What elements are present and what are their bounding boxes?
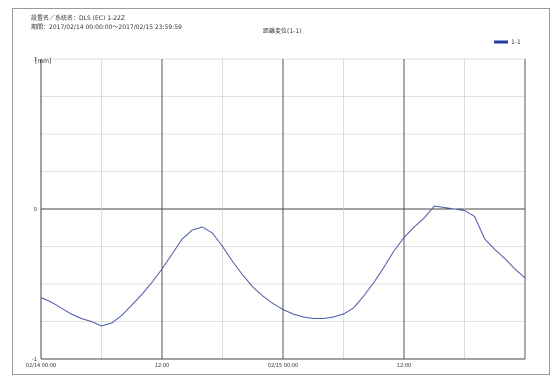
y-tick-label: 1 <box>34 57 37 63</box>
chart-panel: 設置名／系統名：DLS (EC) 1-22Z 期間：2017/02/14 00:… <box>12 8 550 375</box>
y-unit-label: [mm] <box>35 58 51 65</box>
series-line-1-1 <box>40 205 526 327</box>
header-line-1: 設置名／系統名：DLS (EC) 1-22Z <box>31 14 125 22</box>
chart-svg: 設置名／系統名：DLS (EC) 1-22Z 期間：2017/02/14 00:… <box>26 14 526 369</box>
x-tick-label: 12:00 <box>155 363 169 369</box>
tick-labels: 1 0 -102/14 00:00 12:00 02/15 00:00 12:00 <box>26 57 411 369</box>
header-line-2: 期間：2017/02/14 00:00:00〜2017/02/15 23:59:… <box>31 23 182 31</box>
legend-label: 1-1 <box>511 39 521 46</box>
x-tick-label: 02/15 00:00 <box>268 363 298 369</box>
x-tick-label: 02/14 00:00 <box>26 363 56 369</box>
y-tick-label: -1 <box>32 357 37 363</box>
x-tick-label: 12:00 <box>397 363 411 369</box>
chart-title: 距離変位(1-1) <box>263 27 301 35</box>
y-tick-label: 0 <box>34 207 37 213</box>
axes <box>40 59 525 360</box>
